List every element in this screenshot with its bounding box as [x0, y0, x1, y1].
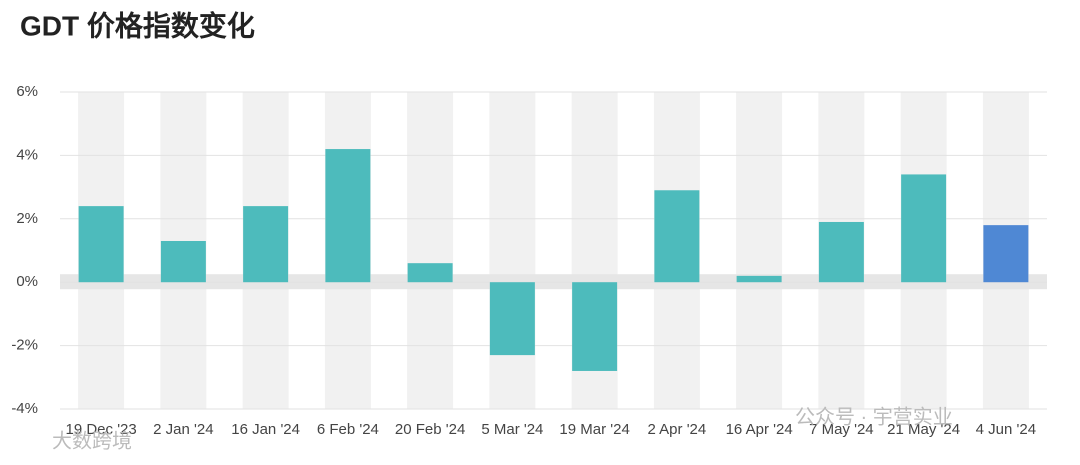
x-tick-label: 2 Jan '24	[153, 421, 213, 438]
x-tick-label: 2 Apr '24	[648, 421, 707, 438]
bar	[736, 275, 782, 283]
column-band	[736, 92, 783, 409]
bar	[407, 263, 453, 283]
x-tick-label: 16 Apr '24	[726, 421, 793, 438]
y-tick-label: -2%	[11, 337, 38, 354]
y-tick-label: 6%	[16, 83, 38, 100]
x-tick-label: 16 Jan '24	[231, 421, 300, 438]
bar	[489, 282, 535, 356]
watermark: 公众号 · 宇营实业	[795, 405, 953, 428]
x-tick-label: 19 Mar '24	[559, 421, 629, 438]
bar	[818, 221, 864, 283]
column-band	[489, 92, 536, 409]
chart-title: GDT 价格指数变化	[20, 9, 255, 41]
x-tick-label: 19 Dec '23	[66, 421, 137, 438]
x-tick-label: 7 May '24	[809, 421, 874, 438]
bar	[983, 225, 1029, 283]
x-tick-label: 6 Feb '24	[317, 421, 379, 438]
bar	[572, 282, 618, 371]
x-tick-label: 4 Jun '24	[976, 421, 1036, 438]
y-tick-label: 0%	[16, 273, 38, 290]
y-tick-label: 2%	[16, 210, 38, 227]
x-tick-label: 21 May '24	[887, 421, 960, 438]
bar	[654, 190, 700, 283]
y-tick-label: 4%	[16, 146, 38, 163]
bar	[243, 206, 289, 283]
x-tick-label: 20 Feb '24	[395, 421, 465, 438]
plot-area: -4% -2% 0% 2% 4% 6% 19 Dec '23 2 Jan '24 16 Jan …	[11, 83, 1047, 438]
bar	[78, 206, 124, 283]
watermark: 大数跨境	[52, 429, 132, 452]
bar	[325, 149, 371, 283]
x-tick-label: 5 Mar '24	[481, 421, 543, 438]
bar	[901, 174, 947, 283]
column-band	[407, 92, 454, 409]
bar	[160, 240, 206, 283]
y-tick-label: -4%	[11, 400, 38, 417]
